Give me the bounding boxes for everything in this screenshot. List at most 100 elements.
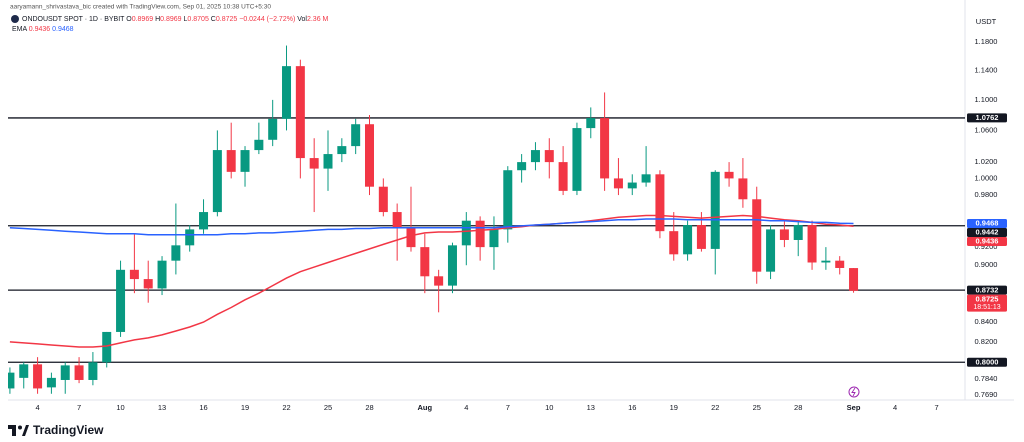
volume-label: Vol xyxy=(297,16,307,23)
candle-body xyxy=(683,225,693,255)
x-tick-label: 16 xyxy=(199,403,207,412)
y-tick-label: 0.8200 xyxy=(975,337,998,346)
x-tick-label: 4 xyxy=(464,403,468,412)
event-icon xyxy=(848,386,860,398)
candle-body xyxy=(849,268,859,291)
candle-body xyxy=(337,146,347,155)
y-tick-label: 1.1400 xyxy=(975,65,998,74)
x-tick-label: 10 xyxy=(545,403,553,412)
price-label-box xyxy=(967,357,1007,367)
ohlc-letter: H xyxy=(155,16,160,23)
volume: 2.36 M xyxy=(307,16,329,23)
brand: TradingView xyxy=(33,423,104,437)
price-label: 0.9442 xyxy=(976,228,999,237)
x-tick-label: Aug xyxy=(418,403,433,412)
logo-part xyxy=(18,425,22,430)
candle-body xyxy=(793,225,803,240)
y-tick-label: 0.9200 xyxy=(975,242,998,251)
candle-body xyxy=(600,118,610,179)
candle-body xyxy=(544,150,554,163)
candle-body xyxy=(406,227,416,248)
candle-body xyxy=(627,182,637,189)
candle-body xyxy=(807,225,817,263)
ohlc-letter: C xyxy=(211,16,216,23)
candle-body xyxy=(475,220,485,248)
candle-body xyxy=(171,245,181,261)
candle-body xyxy=(489,229,499,248)
candle-body xyxy=(821,260,831,263)
candle-body xyxy=(710,171,720,249)
candle-body xyxy=(641,174,651,183)
candle-body xyxy=(226,150,236,172)
logo-part xyxy=(12,425,16,436)
candle-body xyxy=(199,212,209,230)
x-tick-label: 19 xyxy=(670,403,678,412)
x-tick-label: 28 xyxy=(365,403,373,412)
candle-body xyxy=(364,124,374,187)
price-label: 0.9468 xyxy=(976,219,999,228)
ema-slow-value: 0.9468 xyxy=(52,26,74,33)
countdown: 18:51:13 xyxy=(973,304,1000,311)
x-tick-label: 13 xyxy=(587,403,595,412)
x-tick-label: 19 xyxy=(241,403,249,412)
candle-body xyxy=(461,220,471,246)
x-tick-label: 13 xyxy=(158,403,166,412)
candle-body xyxy=(8,372,15,389)
symbol: ONDOUSDT SPOT · 1D · BYBIT xyxy=(22,16,125,23)
credit: aaryamann_shrivastava_bic created with T… xyxy=(10,4,271,11)
y-tick-label: 1.0000 xyxy=(975,173,998,182)
candle-body xyxy=(351,124,361,147)
open-value: 0.8969 xyxy=(132,16,154,23)
candle-body xyxy=(60,365,70,380)
price-label-box xyxy=(967,285,1007,295)
candle-body xyxy=(655,174,665,232)
low-value: 0.8705 xyxy=(187,16,209,23)
candle-body xyxy=(669,231,679,255)
candle-body xyxy=(212,150,222,213)
logo-part xyxy=(22,425,29,436)
candle-body xyxy=(102,331,112,363)
x-tick-label: 7 xyxy=(506,403,510,412)
x-tick-label: 22 xyxy=(711,403,719,412)
price-label: 0.8000 xyxy=(976,357,999,366)
candle-body xyxy=(586,118,596,129)
candle-body xyxy=(503,170,513,230)
ema-legend: EMA 0.9436 0.9468 xyxy=(12,26,74,33)
plot-area xyxy=(8,45,965,394)
ema-line xyxy=(9,218,854,236)
candle-body xyxy=(309,158,319,169)
candle-body xyxy=(268,118,278,140)
currency: USDT xyxy=(976,17,997,26)
x-tick-label: 28 xyxy=(794,403,802,412)
candle-body xyxy=(835,260,845,268)
event-icon-bolt xyxy=(851,387,856,397)
candle-body xyxy=(766,229,776,272)
candle-body xyxy=(392,212,402,228)
price-label-box xyxy=(967,113,1007,123)
price-label: 0.9436 xyxy=(976,237,999,246)
candle-body xyxy=(295,66,305,159)
candle-body xyxy=(724,171,734,179)
ohlc-letter: O xyxy=(126,16,132,23)
candle-body xyxy=(116,269,126,332)
candle-body xyxy=(185,229,195,246)
price-label: 0.8725 xyxy=(976,294,999,303)
x-tick-label: 10 xyxy=(116,403,124,412)
candle-body xyxy=(752,199,762,272)
candle-body xyxy=(88,362,98,380)
candle-body xyxy=(323,154,333,169)
x-tick-label: 25 xyxy=(324,403,332,412)
y-tick-label: 1.0600 xyxy=(975,125,998,134)
ema-fast-value: 0.9436 xyxy=(29,26,51,33)
y-tick-label: 0.7840 xyxy=(975,374,998,383)
symbol-legend: ONDOUSDT SPOT · 1D · BYBIT O0.8969 H0.89… xyxy=(22,16,329,23)
y-tick-label: 1.0200 xyxy=(975,157,998,166)
price-label: 1.0762 xyxy=(976,113,999,122)
candle-body xyxy=(779,229,789,240)
y-tick-label: 1.1800 xyxy=(975,37,998,46)
brand-logo xyxy=(8,425,29,436)
x-tick-label: 4 xyxy=(35,403,39,412)
candle-body xyxy=(447,245,457,286)
